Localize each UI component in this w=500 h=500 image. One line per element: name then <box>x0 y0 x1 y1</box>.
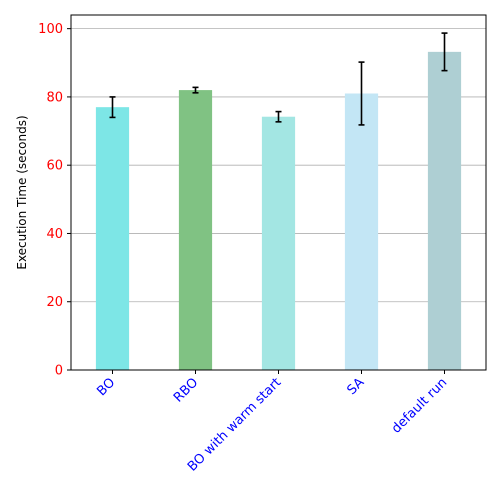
bar-rbo <box>178 90 213 370</box>
error-bars <box>109 32 448 126</box>
y-axis: 0 20 40 60 80 100 <box>38 22 71 379</box>
x-tick-label: SA <box>344 375 367 398</box>
x-tick-label: BO <box>94 375 118 399</box>
y-axis-label: Execution Time (seconds) <box>15 115 29 269</box>
bar-default-run <box>427 51 462 370</box>
y-tick-label: 20 <box>46 295 63 310</box>
x-tick-label: default run <box>389 375 450 436</box>
bars <box>95 51 462 371</box>
y-tick-label: 0 <box>55 364 63 379</box>
bar-bo-with-warm-start <box>261 116 296 370</box>
y-tick-label: 100 <box>38 22 63 37</box>
y-tick-label: 80 <box>46 90 63 105</box>
y-tick-label: 40 <box>46 227 63 242</box>
bar-bo <box>95 107 130 371</box>
bar-sa <box>344 93 379 370</box>
y-tick-label: 60 <box>46 159 63 174</box>
x-tick-label: BO with warm start <box>185 375 284 474</box>
x-tick-label: RBO <box>171 375 201 405</box>
